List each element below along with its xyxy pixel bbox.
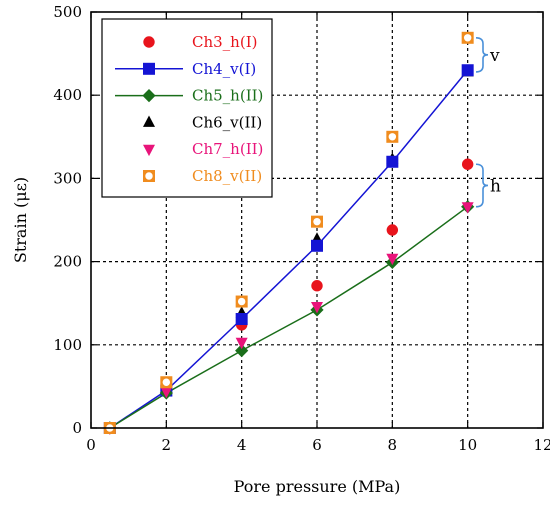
brackets: vh xyxy=(475,36,501,208)
legend-label-Ch5_h(II): Ch5_h(II) xyxy=(192,87,263,105)
point-Ch5_h(II) xyxy=(235,344,249,358)
point-Ch7_h(II) xyxy=(461,202,474,214)
x-tick-label: 12 xyxy=(533,436,550,454)
point-Ch4_v(I) xyxy=(461,64,474,77)
x-tick-label: 10 xyxy=(458,436,477,454)
marker-hole xyxy=(237,297,246,306)
series-line-Ch4_v(I) xyxy=(109,69,469,429)
point-Ch8_v(II) xyxy=(461,31,474,44)
y-tick-label: 0 xyxy=(72,419,82,437)
point-Ch4_v(I) xyxy=(386,155,399,168)
legend-marker-Ch6_v(II) xyxy=(143,115,155,127)
point-Ch3_h(I) xyxy=(461,158,474,170)
series-lines xyxy=(109,69,469,429)
x-axis-title: Pore pressure (MPa) xyxy=(234,477,401,496)
point-Ch7_h(II) xyxy=(311,302,323,314)
axis-ticks: 0 2 4 6 8 10 12 0 100 200 300 400 500 xyxy=(53,3,550,454)
series-line-Ch5_h(II) xyxy=(109,206,469,429)
y-tick-label: 500 xyxy=(53,3,82,21)
point-Ch3_h(I) xyxy=(311,280,323,292)
point-Ch8_v(II) xyxy=(386,130,399,143)
x-tick-label: 4 xyxy=(237,436,247,454)
point-Ch4_v(I) xyxy=(235,313,248,326)
legend-marker-Ch7_h(II) xyxy=(143,144,155,157)
x-tick-label: 0 xyxy=(86,436,96,454)
data-markers xyxy=(103,31,475,435)
bracket-label-v: v xyxy=(489,46,500,66)
x-tick-label: 2 xyxy=(162,436,172,454)
legend-marker-Ch5_h(II) xyxy=(142,89,156,103)
y-tick-label: 200 xyxy=(53,253,82,271)
legend-box xyxy=(101,18,273,198)
x-tick-label: 6 xyxy=(312,436,322,454)
point-Ch7_h(II) xyxy=(386,253,399,266)
point-Ch8_v(II) xyxy=(235,295,248,308)
marker-hole xyxy=(162,378,171,386)
y-tick-label: 100 xyxy=(53,336,82,354)
point-Ch3_h(I) xyxy=(386,224,399,236)
point-Ch8_v(II) xyxy=(160,376,173,389)
legend-label-Ch4_v(I): Ch4_v(I) xyxy=(192,60,256,78)
legend-marker-Ch3_h(I) xyxy=(143,36,155,48)
point-Ch8_v(II) xyxy=(311,215,323,228)
marker-hole xyxy=(145,172,153,180)
y-tick-label: 300 xyxy=(53,169,82,187)
point-Ch7_h(II) xyxy=(160,386,173,399)
bracket-v xyxy=(475,36,489,73)
legend-marker-Ch4_v(I) xyxy=(143,62,155,75)
legend-label-Ch8_v(II): Ch8_v(II) xyxy=(192,167,262,185)
legend-marker-Ch8_v(II) xyxy=(143,170,155,182)
x-tick-label: 8 xyxy=(388,436,398,454)
legend-label-Ch3_h(I): Ch3_h(I) xyxy=(192,33,257,51)
marker-hole xyxy=(313,217,321,226)
point-Ch4_v(I) xyxy=(311,239,323,252)
marker-hole xyxy=(388,133,397,141)
bracket-h xyxy=(475,163,489,208)
legend: Ch3_h(I) Ch4_v(I) Ch5_h(II) Ch6_v(II) Ch7_h(… xyxy=(101,18,273,198)
point-Ch7_h(II) xyxy=(235,337,248,350)
bracket-label-h: h xyxy=(490,176,501,196)
marker-hole xyxy=(463,34,472,42)
y-axis-title: Strain (με) xyxy=(11,177,30,263)
legend-label-Ch6_v(II): Ch6_v(II) xyxy=(192,113,262,131)
legend-label-Ch7_h(II): Ch7_h(II) xyxy=(192,140,263,158)
y-tick-label: 400 xyxy=(53,86,82,104)
